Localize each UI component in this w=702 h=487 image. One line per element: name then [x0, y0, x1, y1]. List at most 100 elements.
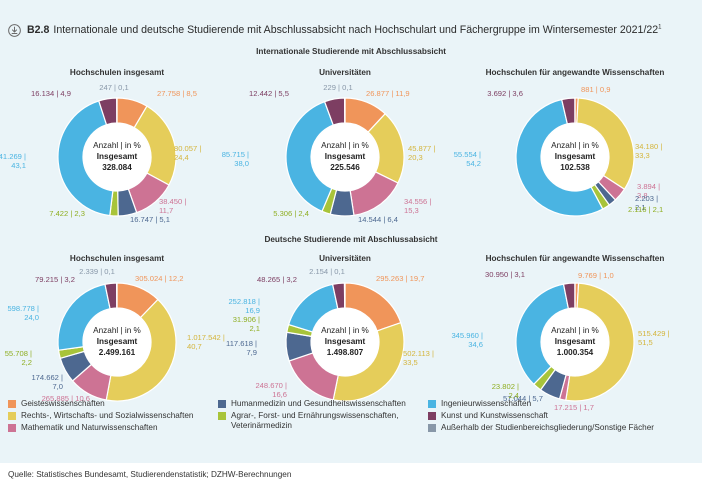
- slice-label-ingenieur: 141.269 |43,1: [0, 152, 26, 170]
- chart-panel: B2.8 Internationale und deutsche Studiere…: [0, 0, 702, 463]
- slice-label-ingenieur: 55.554 | 54,2: [453, 150, 481, 168]
- slice-rechts[interactable]: [576, 97, 635, 191]
- slice-ausserhalb[interactable]: [343, 282, 346, 309]
- center-label-total-caption: Insgesamt: [97, 337, 138, 346]
- slice-label-rechts: 502.113 | 33,5: [403, 349, 434, 367]
- slice-label-agrar: 7.422 | 2,3: [49, 209, 85, 218]
- center-label-total-caption: Insgesamt: [97, 152, 138, 161]
- legend-label: Kunst und Kunstwissenschaft: [441, 411, 548, 420]
- legend-item-geistes: Geisteswissenschaften: [8, 399, 105, 409]
- legend-label: Agrar-, Forst- und Ernährungswissenschaf…: [231, 411, 399, 430]
- slice-label-mathe: 17.215 | 1,7: [554, 403, 594, 412]
- group-title-international: Internationale Studierende mit Abschluss…: [256, 47, 446, 56]
- center-label-unit: Anzahl | in %: [93, 326, 141, 335]
- slice-label-ausserhalb: 247 | 0,1: [99, 83, 129, 92]
- slice-label-geistes: 295.263 | 19,7: [376, 274, 425, 283]
- donut-chart: Anzahl | in % Insgesamt 225.546: [285, 97, 405, 217]
- slice-label-geistes: 26.877 | 11,9: [366, 89, 410, 98]
- slice-label-geistes: 881 | 0,9: [581, 85, 611, 94]
- slice-label-kunst: 79.215 | 3,2: [35, 275, 75, 284]
- donut-title: Universitäten: [319, 254, 371, 263]
- center-label-total-value: 1.000.354: [557, 348, 594, 357]
- source-note: Quelle: Statistisches Bundesamt, Studier…: [8, 470, 292, 479]
- slice-label-mathe: 3.894 | 3,8: [637, 182, 661, 200]
- legend-item-human: Humanmedizin und Gesundheitswissenschaft…: [218, 399, 406, 409]
- center-label-total-value: 2.499.161: [99, 348, 136, 357]
- slice-label-ausserhalb: 2.154 | 0,1: [309, 267, 345, 276]
- slice-ingenieur[interactable]: [285, 100, 335, 213]
- slice-label-agrar: 31.906 | 2,1: [232, 315, 260, 333]
- slice-rechts[interactable]: [105, 298, 177, 402]
- center-label-unit: Anzahl | in %: [321, 326, 369, 335]
- donut-title: Hochschulen für angewandte Wissenschafte…: [485, 254, 665, 263]
- legend-swatch: [8, 424, 16, 432]
- legend-label: Ingenieurwissenschaften: [441, 399, 532, 408]
- legend-item-agrar: Agrar-, Forst- und Ernährungswissenschaf…: [218, 411, 418, 431]
- legend-item-ingenieur: Ingenieurwissenschaften: [428, 399, 531, 409]
- center-label-total-value: 225.546: [330, 163, 360, 172]
- slice-label-mathe: 248.670 | 16,6: [255, 381, 287, 399]
- legend-swatch: [8, 400, 16, 408]
- slice-ingenieur[interactable]: [515, 98, 604, 217]
- donut-chart: Anzahl | in % Insgesamt 102.538: [515, 97, 635, 217]
- legend-swatch: [8, 412, 16, 420]
- slice-label-rechts: 34.180 | 33,3: [635, 142, 663, 160]
- slice-label-agrar: 2.116 | 2,1: [628, 205, 664, 214]
- legend-swatch: [428, 400, 436, 408]
- slice-label-ingenieur: 252.818 | 16,9: [228, 297, 260, 315]
- slice-label-human: 117.618 | 7,9: [226, 339, 257, 357]
- center-label-total-value: 1.498.807: [327, 348, 364, 357]
- center-label-total-caption: Insgesamt: [325, 152, 366, 161]
- slice-label-ingenieur: 85.715 | 38,0: [221, 150, 249, 168]
- figure-title-text: Internationale und deutsche Studierende …: [53, 24, 659, 36]
- center-label-unit: Anzahl | in %: [93, 141, 141, 150]
- legend-label: Außerhalb der Studienbereichsgliederung/…: [441, 423, 655, 432]
- center-label-total-value: 102.538: [560, 163, 590, 172]
- center-label-unit: Anzahl | in %: [551, 326, 599, 335]
- slice-label-geistes: 9.769 | 1,0: [578, 271, 614, 280]
- center-label-total-caption: Insgesamt: [325, 337, 366, 346]
- donut-title: Universitäten: [319, 68, 371, 77]
- figure-header: B2.8 Internationale und deutsche Studiere…: [8, 20, 662, 40]
- slice-rechts[interactable]: [332, 321, 405, 402]
- slice-label-rechts: 45.877 | 20,3: [408, 144, 436, 162]
- donut-hole: [541, 308, 609, 376]
- slice-label-ausserhalb: 229 | 0,1: [323, 83, 353, 92]
- slice-label-human: 16.747 | 5,1: [130, 215, 170, 224]
- slice-label-kunst: 12.442 | 5,5: [249, 89, 289, 98]
- slice-label-kunst: 48.265 | 3,2: [257, 275, 297, 284]
- donut-chart: Anzahl | in % Insgesamt 328.084: [57, 97, 177, 217]
- donut-chart: Anzahl | in % Insgesamt 1.000.354: [515, 282, 635, 402]
- legend-item-kunst: Kunst und Kunstwissenschaft: [428, 411, 548, 421]
- slice-label-human: 2.203 | 2,1: [635, 194, 659, 212]
- slice-label-geistes: 27.758 | 8,5: [157, 89, 197, 98]
- donut-hole: [541, 123, 609, 191]
- footnote-marker: 1: [658, 24, 662, 31]
- legend-item-rechts: Rechts-, Wirtschafts- und Sozialwissensc…: [8, 411, 193, 421]
- slice-label-ausserhalb: 2.339 | 0,1: [79, 267, 115, 276]
- slice-ingenieur[interactable]: [57, 100, 114, 217]
- legend-label: Humanmedizin und Gesundheitswissenschaft…: [231, 399, 406, 408]
- donut-title: Hochschulen insgesamt: [69, 68, 165, 77]
- legend-item-mathe: Mathematik und Naturwissenschaften: [8, 423, 158, 433]
- center-label-total-caption: Insgesamt: [555, 152, 596, 161]
- slice-label-ingenieur: 598.778 | 24,0: [7, 304, 39, 322]
- center-label-unit: Anzahl | in %: [551, 141, 599, 150]
- group-title-german: Deutsche Studierende mit Abschlussabsich…: [264, 235, 438, 244]
- download-icon[interactable]: [8, 23, 21, 37]
- slice-ingenieur[interactable]: [515, 283, 570, 386]
- figure-number: B2.8: [27, 24, 50, 36]
- figure-title: B2.8 Internationale und deutsche Studiere…: [27, 24, 662, 36]
- slice-label-agrar: 5.306 | 2,4: [273, 209, 309, 218]
- legend-label: Mathematik und Naturwissenschaften: [21, 423, 158, 432]
- donut-chart: Anzahl | in % Insgesamt 2.499.161: [57, 282, 177, 402]
- slice-label-rechts: 515.429 | 51,5: [638, 329, 670, 347]
- center-label-unit: Anzahl | in %: [321, 141, 369, 150]
- legend-label: Rechts-, Wirtschafts- und Sozialwissensc…: [21, 411, 194, 420]
- center-label-total-value: 328.084: [102, 163, 132, 172]
- slice-rechts[interactable]: [565, 282, 635, 402]
- legend-swatch: [428, 424, 436, 432]
- slice-label-rechts: 80.057 | 24,4: [174, 144, 202, 162]
- donut-title: Hochschulen für angewandte Wissenschafte…: [485, 68, 665, 77]
